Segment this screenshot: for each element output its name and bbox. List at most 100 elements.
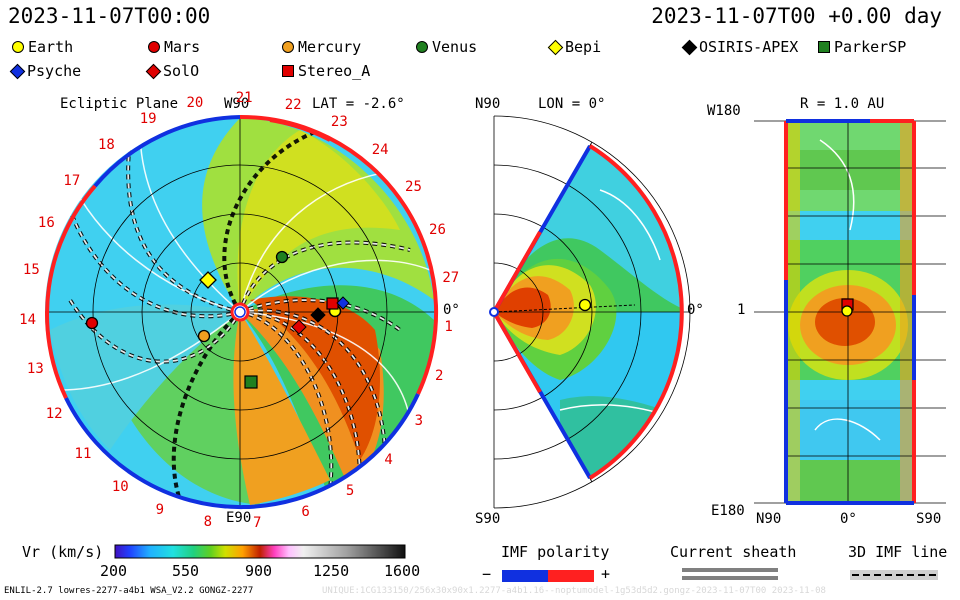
circle-marker-icon <box>148 41 160 53</box>
carrington-tick-label: 17 <box>63 172 81 189</box>
parkersp-marker <box>244 375 258 389</box>
legend-item-venus: Venus <box>416 38 477 56</box>
r-panel-bottom-left: E180 <box>711 503 745 519</box>
legend-item-psyche: Psyche <box>9 62 82 80</box>
carrington-tick-label: 5 <box>345 482 355 499</box>
square-marker-icon <box>282 65 294 77</box>
mercury-marker <box>197 329 211 343</box>
ecliptic-bottom-label: E90 <box>226 510 252 526</box>
square-marker-icon <box>818 41 830 53</box>
imf-negative-bar <box>502 570 548 582</box>
carrington-tick-label: 22 <box>284 96 302 113</box>
ecliptic-plane-panel <box>45 114 439 510</box>
carrington-tick-label: 18 <box>97 137 115 154</box>
legend-item-mercury: Mercury <box>282 38 361 56</box>
psyche-marker <box>336 296 350 310</box>
imf-positive-bar <box>548 570 594 582</box>
ecliptic-right-label: 0° <box>443 302 460 318</box>
solo-marker <box>291 319 307 335</box>
legend-item-parkersp: ParkerSP <box>818 38 906 56</box>
circle-marker-icon <box>12 41 24 53</box>
carrington-tick-label: 13 <box>26 360 44 377</box>
legend-item-stereo-a: Stereo_A <box>282 62 370 80</box>
carrington-tick-label: 12 <box>45 406 63 423</box>
legend-label: Earth <box>28 38 74 56</box>
ecliptic-top-label: W90 <box>224 96 250 112</box>
legend-label: SolO <box>163 62 200 80</box>
colorbar-tick: 1600 <box>384 562 421 580</box>
meridional-top-left: N90 <box>475 96 501 112</box>
carrington-tick-label: 24 <box>371 142 389 159</box>
carrington-tick-label: 14 <box>19 311 37 328</box>
legend-label: ParkerSP <box>834 38 907 56</box>
colorbar-tick: 550 <box>172 562 200 580</box>
mars-marker <box>85 316 99 330</box>
header-time-right: 2023-11-07T00 +0.00 day <box>651 4 942 28</box>
r-surface-panel <box>754 119 946 505</box>
footer-left: ENLIL-2.7 lowres-2277-a4b1 WSA_V2.2 GONG… <box>4 586 254 596</box>
imf-plus: + <box>601 565 611 583</box>
ecliptic-lat-label: LAT = -2.6° <box>312 96 405 112</box>
carrington-tick-label: 9 <box>155 501 165 518</box>
carrington-tick-label: 20 <box>186 94 204 111</box>
carrington-tick-label: 27 <box>442 269 460 286</box>
colorbar-tick: 1250 <box>313 562 350 580</box>
carrington-tick-label: 16 <box>37 215 55 232</box>
legend-label: Venus <box>432 38 478 56</box>
legend-label: Mercury <box>298 38 362 56</box>
carrington-tick-label: 10 <box>111 478 129 495</box>
legend-label: OSIRIS-APEX <box>699 38 799 56</box>
carrington-tick-label: 2 <box>434 367 444 384</box>
carrington-tick-label: 1 <box>444 319 453 336</box>
r-panel-title: R = 1.0 AU <box>800 96 885 112</box>
imf-line-sample <box>850 570 938 580</box>
legend-item-mars: Mars <box>148 38 200 56</box>
imf-minus: − <box>482 565 492 583</box>
carrington-tick-label: 11 <box>74 446 92 463</box>
legend-item-bepi: Bepi <box>547 38 602 56</box>
carrington-tick-label: 8 <box>203 514 213 531</box>
legend-label: Bepi <box>565 38 602 56</box>
legend-item-solo: SolO <box>145 62 200 80</box>
meridional-lon-label: LON = 0° <box>538 96 606 112</box>
meridional-plane-panel <box>489 115 691 509</box>
carrington-tick-label: 26 <box>429 222 446 239</box>
legend-item-osiris-apex: OSIRIS-APEX <box>681 38 799 56</box>
earth-r-marker <box>841 305 853 317</box>
header-time-left: 2023-11-07T00:00 <box>8 4 211 28</box>
meridional-right-label: 0° <box>687 302 704 318</box>
osiris-apex-marker <box>310 307 326 323</box>
colorbar <box>114 544 406 559</box>
current-sheath-line <box>682 568 778 572</box>
carrington-tick-label: 25 <box>405 178 422 195</box>
legend-label: Psyche <box>27 62 82 80</box>
carrington-tick-label: 4 <box>384 451 393 468</box>
footer-right: UNIQUE:1CG133150/256x30x90x1.2277-a4b1.1… <box>322 586 826 596</box>
earth-meridional-marker <box>578 298 592 312</box>
r-panel-x-0: 0° <box>840 511 857 527</box>
circle-marker-icon <box>282 41 294 53</box>
colorbar-label: Vr (km/s) <box>22 543 104 561</box>
carrington-tick-label: 23 <box>330 114 348 131</box>
colorbar-tick: 900 <box>245 562 273 580</box>
carrington-tick-label: 19 <box>139 111 157 128</box>
legend-label: Stereo_A <box>298 62 371 80</box>
stereo-a-marker <box>326 297 339 310</box>
imf-polarity-title: IMF polarity <box>501 543 610 561</box>
legend-label: Mars <box>164 38 201 56</box>
carrington-tick-label: 15 <box>22 262 40 279</box>
r-panel-mid-left: 1 <box>737 302 746 318</box>
colorbar-tick: 200 <box>100 562 128 580</box>
r-panel-x-n90: N90 <box>756 511 782 527</box>
bepi-marker <box>199 271 217 289</box>
legend-item-earth: Earth <box>12 38 73 56</box>
r-panel-top-left: W180 <box>707 103 741 119</box>
meridional-bottom-left: S90 <box>475 511 501 527</box>
carrington-tick-label: 6 <box>301 504 310 521</box>
imf-line-title: 3D IMF line <box>848 543 948 561</box>
circle-marker-icon <box>416 41 428 53</box>
carrington-tick-label: 7 <box>253 514 262 531</box>
ecliptic-title: Ecliptic Plane <box>60 96 179 112</box>
r-panel-x-s90: S90 <box>916 511 942 527</box>
